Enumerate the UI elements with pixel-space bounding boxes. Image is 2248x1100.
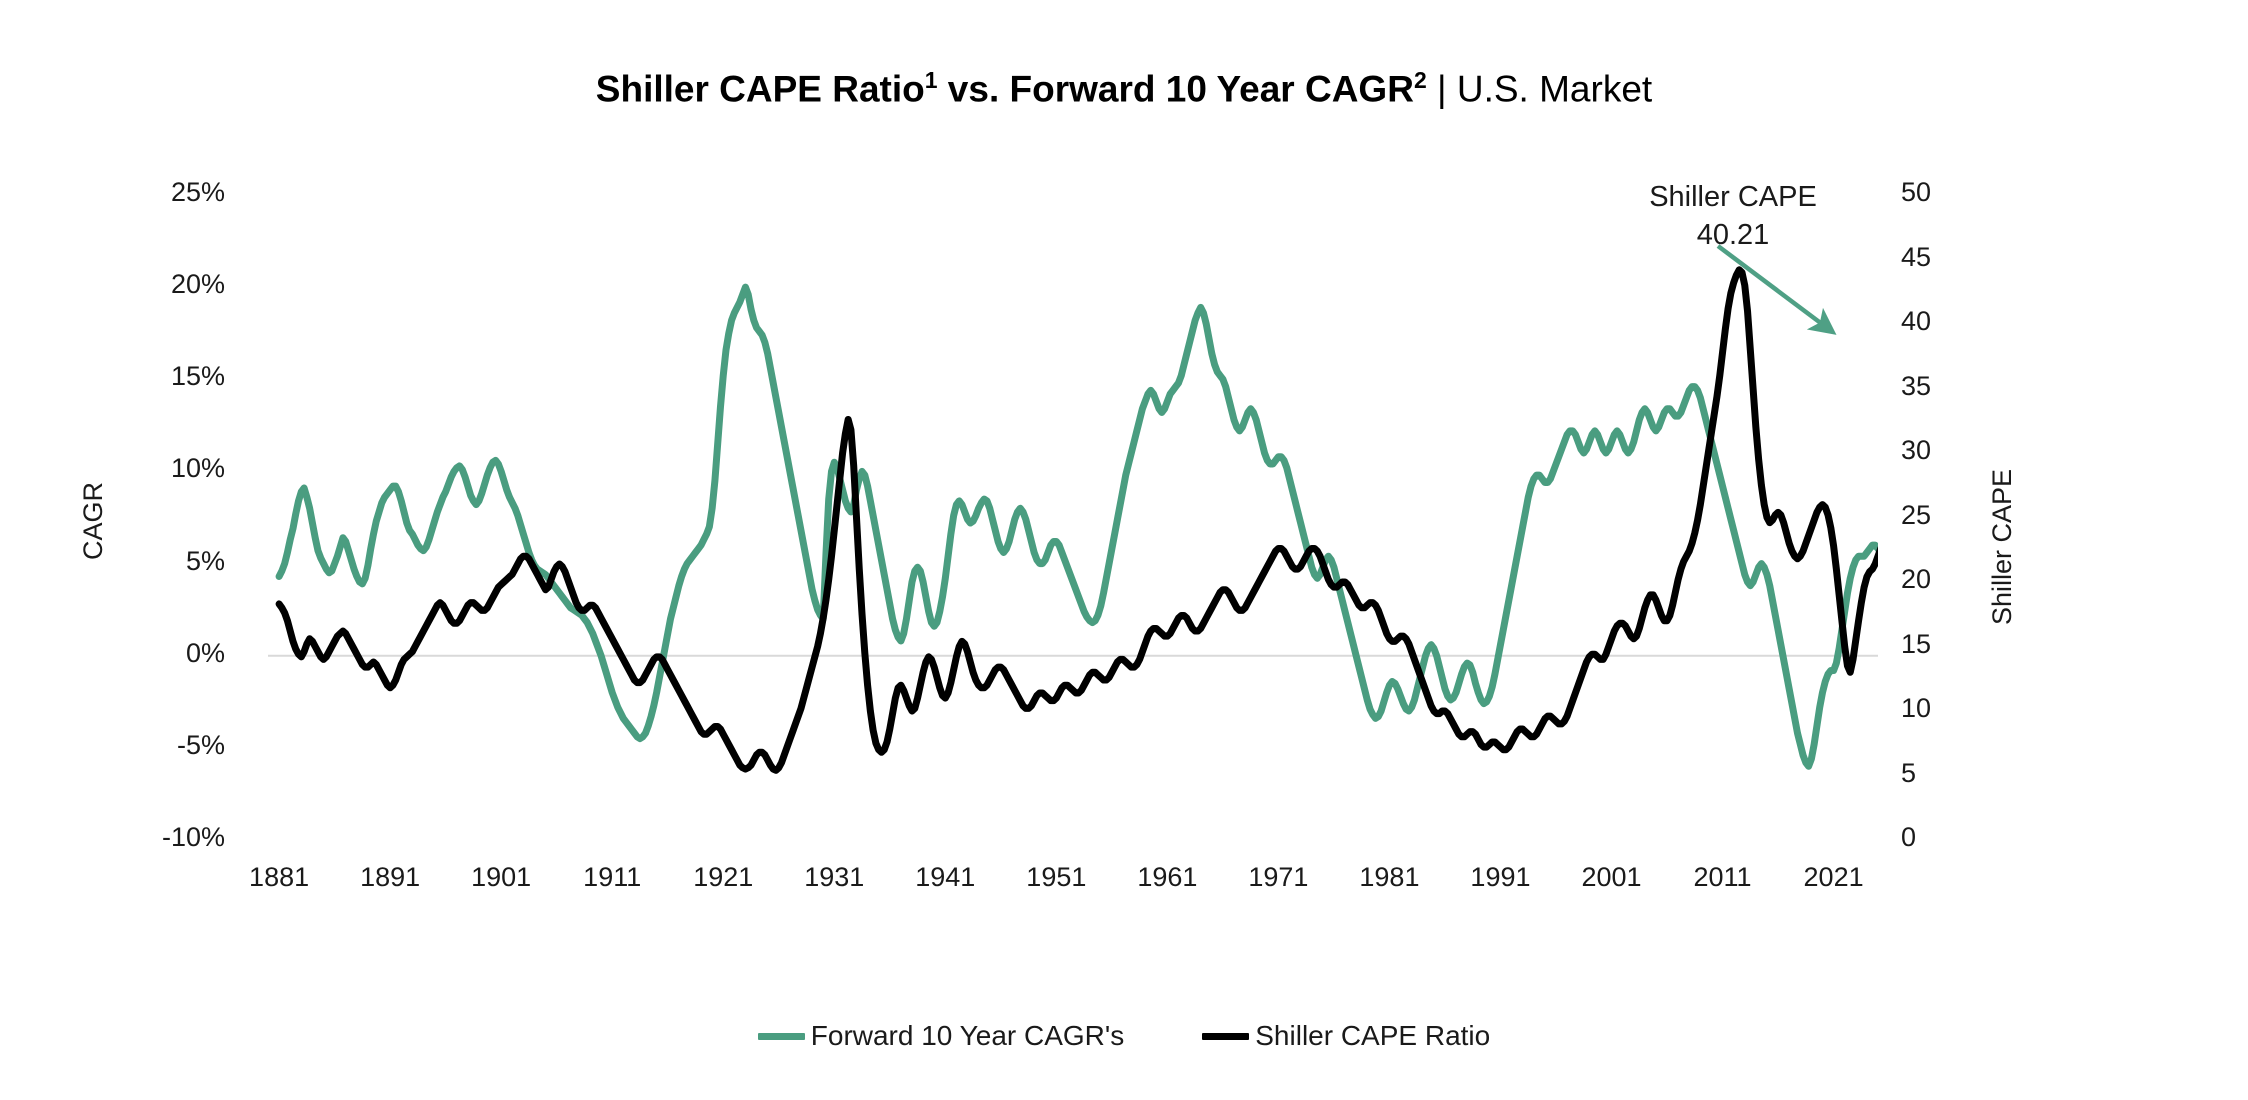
x-tick-8: 1961 — [1137, 862, 1198, 892]
cape-annotation-value: 40.21 — [1696, 219, 1770, 252]
chart-title-superscript-2: 2 — [1413, 67, 1427, 93]
x-tick-0: 1881 — [249, 862, 310, 892]
y-tick-left-3: 10% — [170, 453, 225, 484]
chart-title: Shiller CAPE Ratio1 vs. Forward 10 Year … — [0, 67, 2248, 110]
x-tick-11: 1991 — [1470, 862, 1531, 892]
y-tick-left-1: 20% — [170, 269, 225, 300]
y-tick-right-6: 20 — [1901, 564, 1932, 594]
series-line-forward-cagr — [275, 283, 1878, 770]
x-tick-13: 2011 — [1693, 862, 1752, 892]
x-tick-5: 1931 — [804, 862, 865, 892]
y-tick-right-5: 25 — [1901, 499, 1932, 530]
x-tick-14: 2021 — [1803, 862, 1864, 892]
cape-annotation-line1: Shiller CAPE — [1649, 181, 1817, 213]
legend-item-0[interactable]: Forward 10 Year CAGR's — [757, 1020, 1125, 1052]
y-tick-right-7: 15 — [1901, 628, 1932, 659]
y-axis-left-title: CAGR — [78, 481, 108, 560]
y-tick-right-0: 50 — [1901, 177, 1932, 207]
y-tick-left-0: 25% — [170, 177, 225, 207]
y-tick-right-8: 10 — [1901, 693, 1932, 723]
y-tick-left-5: 0% — [185, 637, 225, 668]
x-tick-4: 1921 — [693, 862, 754, 892]
legend-label-0: Forward 10 Year CAGR's — [810, 1020, 1125, 1051]
y-axis-right-title: Shiller CAPE — [1987, 468, 2017, 625]
y-tick-right-10: 0 — [1901, 822, 1917, 852]
y-tick-right-9: 5 — [1901, 757, 1917, 788]
x-tick-6: 1941 — [915, 862, 976, 892]
chart-title-bold-1: Shiller CAPE Ratio — [595, 68, 925, 110]
x-tick-12: 2001 — [1581, 862, 1642, 892]
chart-title-superscript-1: 1 — [924, 67, 938, 93]
cape-annotation: Shiller CAPE 40.21 — [1598, 178, 1868, 255]
y-tick-left-6: -5% — [176, 729, 225, 760]
x-tick-2: 1901 — [471, 862, 532, 892]
x-tick-1: 1891 — [360, 862, 421, 892]
y-tick-right-2: 40 — [1901, 306, 1932, 336]
y-tick-right-4: 30 — [1901, 435, 1932, 465]
y-tick-right-1: 45 — [1901, 241, 1932, 272]
x-tick-3: 1911 — [583, 862, 642, 892]
chart-title-regular: | U.S. Market — [1426, 68, 1653, 110]
x-tick-7: 1951 — [1026, 862, 1087, 892]
y-tick-left-7: -10% — [161, 822, 225, 852]
legend-swatch-1 — [1202, 1032, 1250, 1040]
x-tick-10: 1981 — [1359, 862, 1420, 892]
y-tick-left-2: 15% — [170, 361, 225, 392]
x-tick-9: 1971 — [1248, 862, 1309, 892]
y-tick-left-4: 5% — [185, 545, 225, 576]
legend-swatch-0 — [757, 1032, 805, 1040]
legend-item-1[interactable]: Shiller CAPE Ratio — [1202, 1020, 1490, 1052]
y-tick-right-3: 35 — [1901, 370, 1932, 401]
series-line-shiller-cape — [275, 266, 1878, 774]
legend-label-1: Shiller CAPE Ratio — [1255, 1020, 1491, 1051]
plot-area — [268, 195, 1878, 840]
chart-title-bold-2: vs. Forward 10 Year CAGR — [937, 68, 1414, 110]
chart-legend: Forward 10 Year CAGR's Shiller CAPE Ratio — [0, 1020, 2248, 1052]
